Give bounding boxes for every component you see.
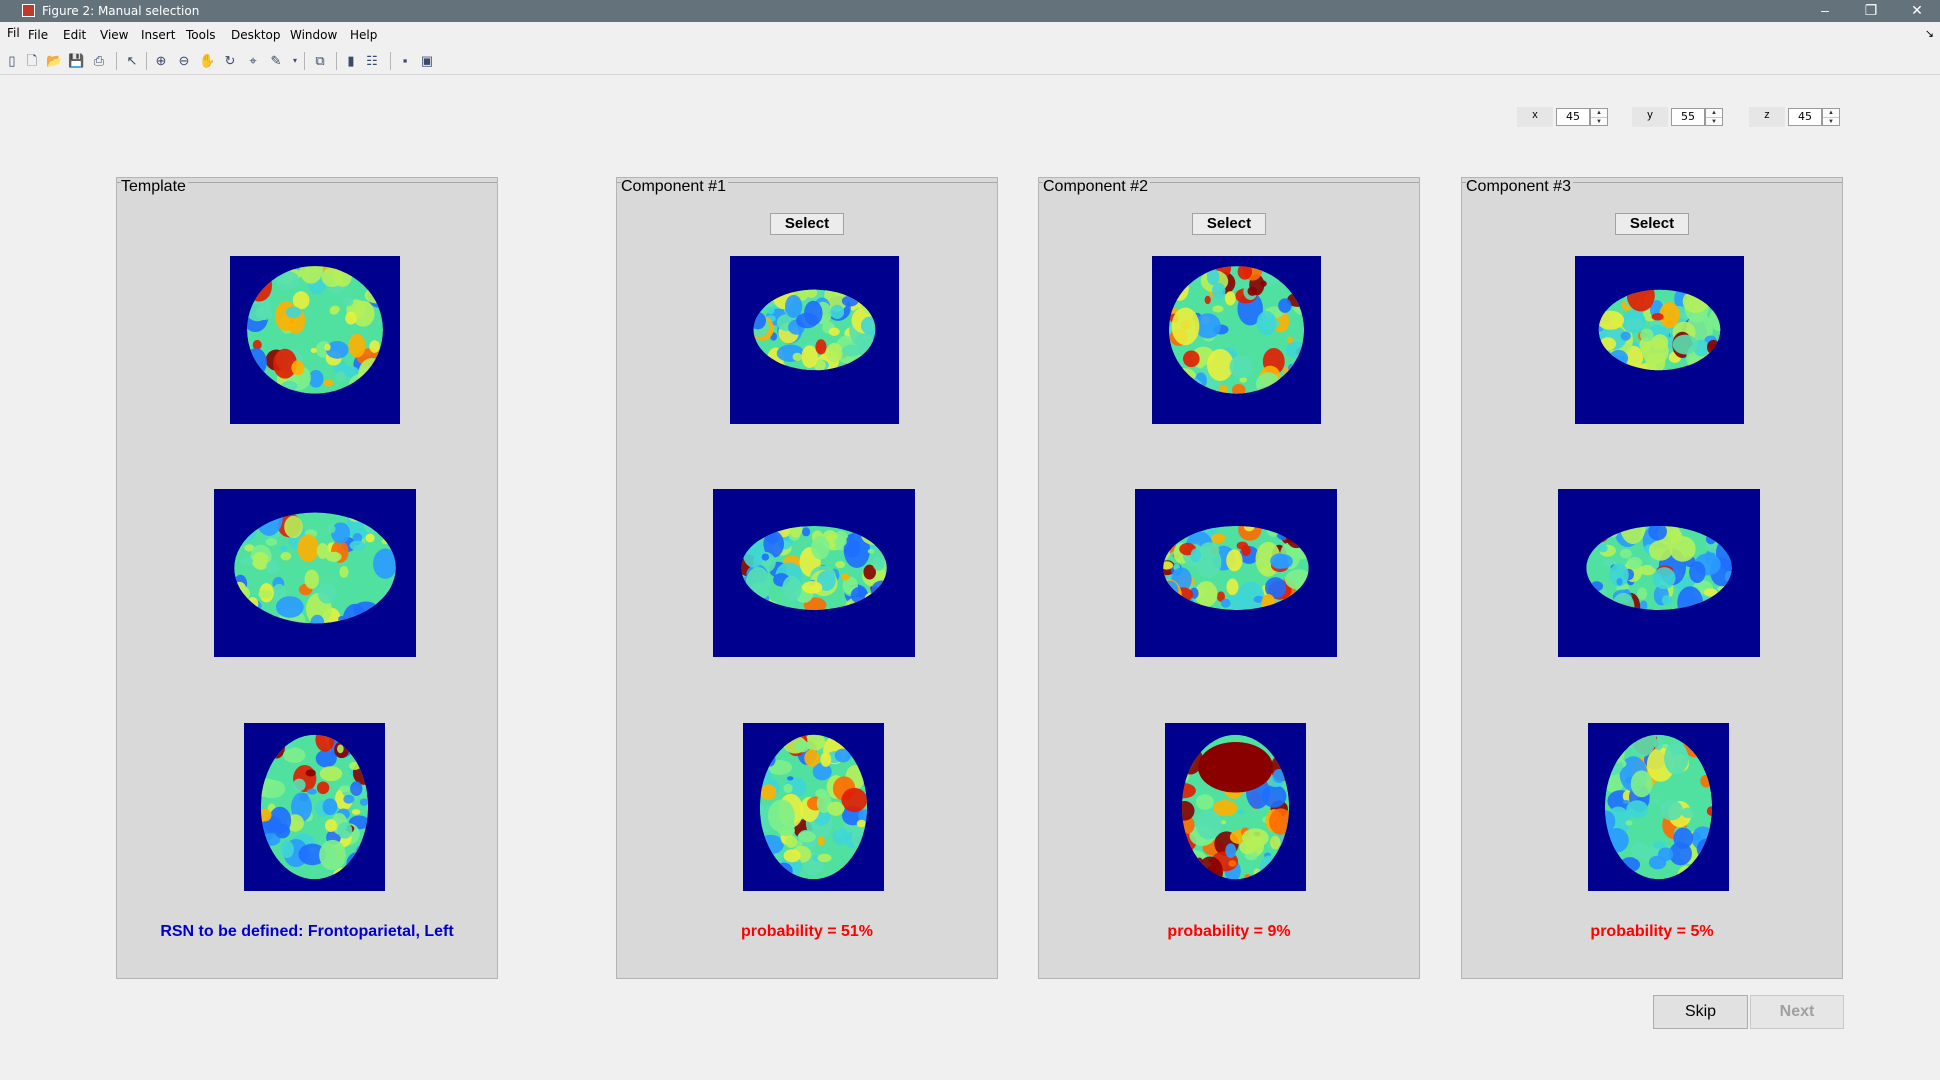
z-label: z bbox=[1749, 107, 1785, 127]
spin-down-icon[interactable]: ▼ bbox=[1596, 119, 1602, 125]
menu-insert[interactable]: Insert bbox=[141, 28, 176, 42]
y-value-field[interactable]: 55 bbox=[1671, 108, 1705, 126]
menu-help[interactable]: Help bbox=[350, 28, 378, 42]
menu-bar: Fil File Edit View Insert Tools Desktop … bbox=[0, 22, 1940, 48]
new-icon[interactable]: 🗋 bbox=[26, 53, 38, 68]
spin-down-icon[interactable]: ▼ bbox=[1828, 119, 1834, 125]
coronal-slice bbox=[1575, 256, 1744, 424]
sagittal-slice bbox=[1558, 489, 1760, 657]
rsn-caption: RSN to be defined: Frontoparietal, Left bbox=[160, 923, 454, 940]
component-1-panel: Component #1 Select probability = 51% bbox=[616, 177, 998, 979]
toolbar-separator bbox=[116, 52, 117, 70]
probability-caption: probability = 9% bbox=[1167, 923, 1291, 940]
matlab-figure-icon bbox=[22, 4, 35, 17]
zoom-out-icon[interactable]: ⊖ bbox=[178, 53, 190, 68]
clipped-menu-label: Fil bbox=[7, 26, 20, 40]
minimize-button[interactable]: – bbox=[1821, 2, 1829, 18]
panel-title: Component #2 bbox=[1043, 178, 1150, 196]
print-icon[interactable]: ⎙ bbox=[93, 53, 105, 68]
x-label: x bbox=[1517, 107, 1553, 127]
save-icon[interactable]: 💾 bbox=[68, 53, 85, 68]
next-button[interactable]: Next bbox=[1750, 995, 1844, 1029]
menu-view[interactable]: View bbox=[100, 28, 129, 42]
toolbar-dock-arrow-icon[interactable]: ↘ bbox=[1924, 27, 1934, 40]
spin-up-icon[interactable]: ▲ bbox=[1591, 109, 1607, 118]
x-value-field[interactable]: 45 bbox=[1556, 108, 1590, 126]
spin-up-icon[interactable]: ▲ bbox=[1706, 109, 1722, 118]
coronal-slice bbox=[230, 256, 400, 424]
coronal-slice bbox=[730, 256, 899, 424]
select-component-2-button[interactable]: Select bbox=[1192, 213, 1266, 235]
toolbar-separator bbox=[336, 52, 337, 70]
axial-slice bbox=[1588, 723, 1729, 891]
component-2-panel: Component #2 Select probability = 9% bbox=[1038, 177, 1420, 979]
zoom-in-icon[interactable]: ⊕ bbox=[155, 53, 167, 68]
hide-plot-tools-icon[interactable]: ▪ bbox=[402, 53, 408, 68]
sagittal-slice bbox=[214, 489, 416, 657]
title-bar: Figure 2: Manual selection – ❐ ✕ bbox=[0, 0, 1940, 22]
spin-down-icon[interactable]: ▼ bbox=[1711, 119, 1717, 125]
panel-title: Component #1 bbox=[621, 178, 728, 196]
probability-caption: probability = 51% bbox=[740, 923, 874, 940]
toolbar-separator bbox=[304, 52, 305, 70]
menu-desktop[interactable]: Desktop bbox=[231, 28, 281, 42]
axial-slice bbox=[743, 723, 884, 891]
sagittal-slice bbox=[713, 489, 915, 657]
window-title: Figure 2: Manual selection bbox=[42, 4, 200, 18]
show-plot-tools-icon[interactable]: ▣ bbox=[420, 53, 434, 68]
pointer-icon[interactable]: ↖ bbox=[126, 53, 138, 68]
select-component-1-button[interactable]: Select bbox=[770, 213, 844, 235]
menu-file[interactable]: File bbox=[28, 28, 49, 42]
figure-toolbar: ▯ 🗋 📂 💾 ⎙ ↖ ⊕ ⊖ ✋ ↻ ⌖ ✎ ▾ ⧉ ▮ ☷ ▪ ▣ bbox=[0, 48, 1940, 75]
y-spinner[interactable]: ▲ ▼ bbox=[1705, 108, 1723, 126]
new-figure-icon[interactable]: ▯ bbox=[8, 53, 16, 68]
toolbar-separator bbox=[146, 52, 147, 70]
probability-caption: probability = 5% bbox=[1590, 923, 1714, 940]
menu-edit[interactable]: Edit bbox=[63, 28, 87, 42]
panel-title: Template bbox=[121, 178, 188, 196]
menu-window[interactable]: Window bbox=[290, 28, 338, 42]
x-spinner[interactable]: ▲ ▼ bbox=[1590, 108, 1608, 126]
coronal-slice bbox=[1152, 256, 1321, 424]
brush-dropdown-icon[interactable]: ▾ bbox=[292, 56, 297, 65]
component-3-panel: Component #3 Select probability = 5% bbox=[1461, 177, 1843, 979]
z-value-field[interactable]: 45 bbox=[1788, 108, 1822, 126]
brush-icon[interactable]: ✎ bbox=[270, 53, 282, 68]
axial-slice bbox=[1165, 723, 1306, 891]
toolbar-separator bbox=[390, 52, 391, 70]
link-plot-icon[interactable]: ⧉ bbox=[315, 53, 325, 68]
legend-icon[interactable]: ☷ bbox=[366, 53, 378, 68]
skip-button[interactable]: Skip bbox=[1653, 995, 1748, 1029]
template-panel: Template RSN to be defined: Frontopariet… bbox=[116, 177, 498, 979]
restore-button[interactable]: ❐ bbox=[1864, 2, 1878, 18]
open-icon[interactable]: 📂 bbox=[46, 53, 63, 68]
sagittal-slice bbox=[1135, 489, 1337, 657]
close-button[interactable]: ✕ bbox=[1911, 2, 1923, 18]
pan-icon[interactable]: ✋ bbox=[199, 53, 216, 68]
select-component-3-button[interactable]: Select bbox=[1615, 213, 1689, 235]
menu-tools[interactable]: Tools bbox=[186, 28, 216, 42]
spin-up-icon[interactable]: ▲ bbox=[1823, 109, 1839, 118]
rotate-icon[interactable]: ↻ bbox=[224, 53, 236, 68]
colorbar-icon[interactable]: ▮ bbox=[347, 53, 355, 68]
data-cursor-icon[interactable]: ⌖ bbox=[249, 53, 257, 68]
y-label: y bbox=[1632, 107, 1668, 127]
z-spinner[interactable]: ▲ ▼ bbox=[1822, 108, 1840, 126]
panel-title: Component #3 bbox=[1466, 178, 1573, 196]
axial-slice bbox=[244, 723, 385, 891]
